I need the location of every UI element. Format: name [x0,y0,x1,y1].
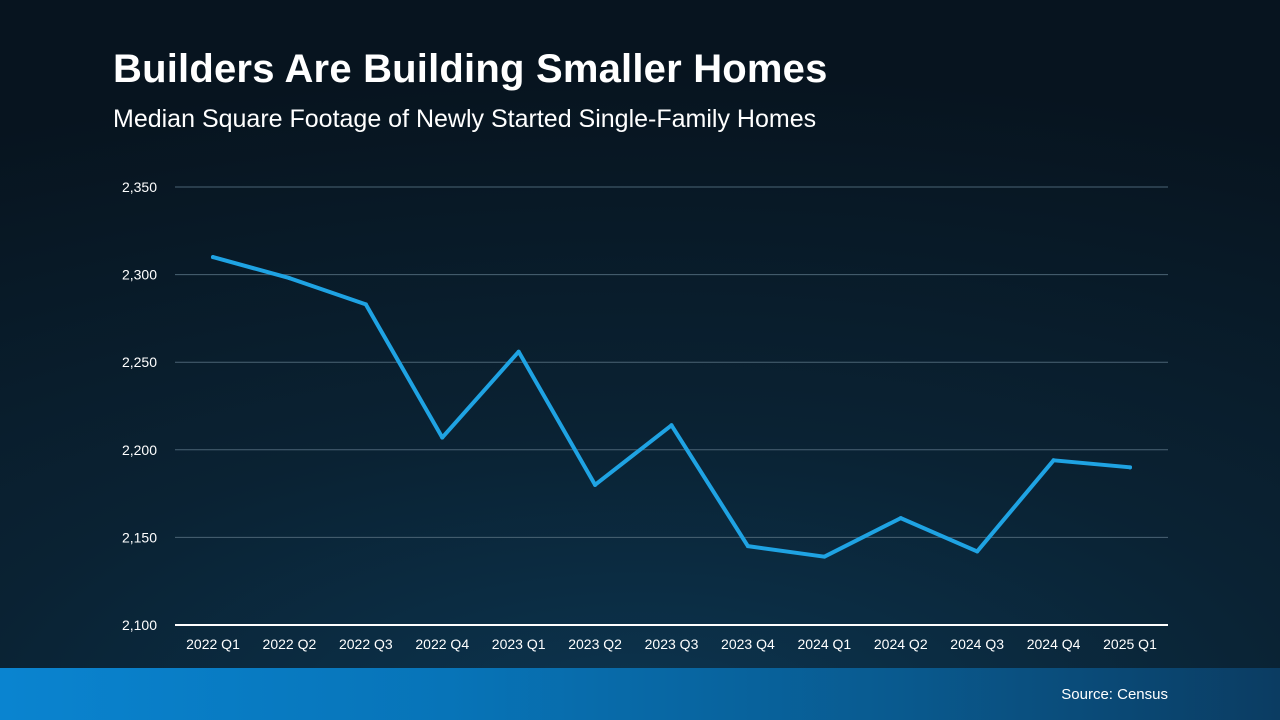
data-point [516,349,521,354]
data-point [669,423,674,428]
x-tick-label: 2022 Q4 [415,636,469,652]
x-tick-label: 2022 Q1 [186,636,240,652]
chart-subtitle: Median Square Footage of Newly Started S… [113,105,817,133]
x-tick-label: 2023 Q1 [492,636,546,652]
data-point [287,276,292,281]
x-tick-label: 2023 Q2 [568,636,622,652]
data-point [363,302,368,307]
x-tick-label: 2024 Q4 [1027,636,1081,652]
data-point [745,544,750,549]
x-tick-label: 2023 Q3 [645,636,699,652]
data-point [1128,465,1132,470]
source-label: Source: Census [1061,686,1168,703]
data-point [898,516,903,521]
x-tick-label: 2024 Q3 [950,636,1004,652]
y-tick-label: 2,200 [122,442,157,458]
line-chart: 2,100 2,150 2,200 2,250 2,300 2,350 2022 Q1 202… [122,179,1168,652]
x-tick-label: 2024 Q1 [797,636,851,652]
data-point [211,255,215,260]
y-tick-label: 2,250 [122,354,157,370]
data-point [822,554,827,559]
y-tick-label: 2,150 [122,529,157,545]
y-tick-label: 2,300 [122,267,157,283]
x-tick-label: 2025 Q1 [1103,636,1157,652]
series-line [211,255,1132,559]
y-tick-label: 2,350 [122,179,157,195]
chart-title: Builders Are Building Smaller Homes [113,47,828,91]
x-tick-label: 2022 Q3 [339,636,393,652]
y-tick-label: 2,100 [122,617,157,633]
x-tick-label: 2024 Q2 [874,636,928,652]
data-point [1051,458,1056,463]
data-point [975,549,980,554]
data-point [593,482,598,487]
x-tick-label: 2022 Q2 [263,636,317,652]
footer-bar: Source: Census [0,668,1280,720]
data-point [440,435,445,440]
x-tick-label: 2023 Q4 [721,636,775,652]
